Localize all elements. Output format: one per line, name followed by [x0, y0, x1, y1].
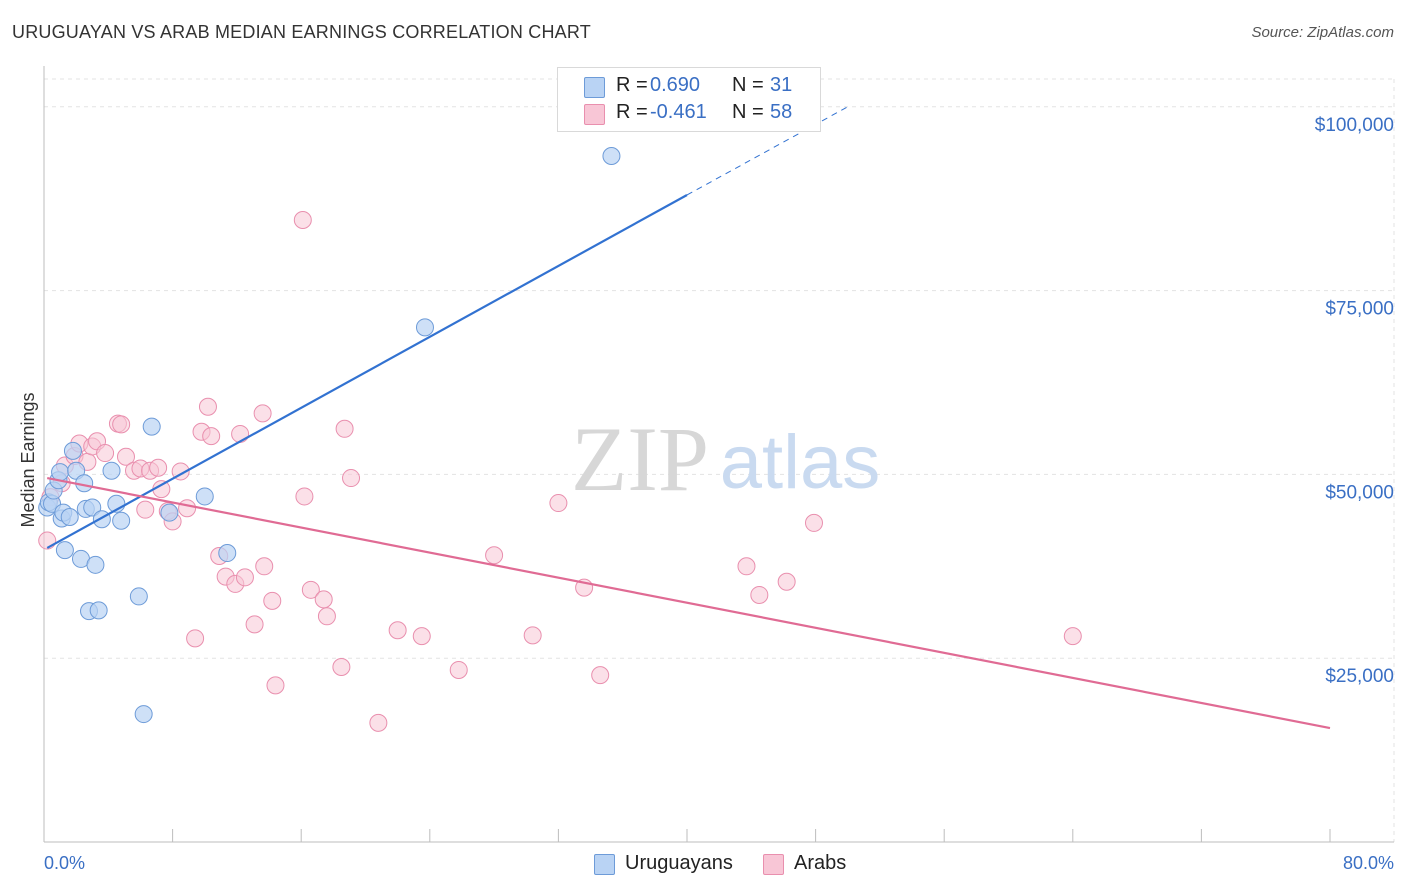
watermark-atlas: atlas: [720, 420, 881, 505]
uruguayans-points: [38, 147, 621, 724]
axes: [43, 66, 1394, 843]
y-tick-label: $50,000: [1325, 482, 1394, 503]
arabs-swatch: [584, 104, 605, 125]
arab-point: [266, 676, 285, 695]
arab-point: [231, 424, 250, 443]
r-label: R =: [616, 101, 648, 123]
n-value: 58: [770, 101, 793, 123]
arab-point: [186, 629, 205, 648]
arab-point: [38, 531, 57, 550]
arab-point: [253, 404, 272, 423]
arab-point: [112, 415, 131, 434]
uruguayan-point: [142, 417, 161, 436]
n-label: N =: [732, 74, 764, 96]
uruguayan-point: [134, 705, 153, 724]
uruguayan-point: [602, 147, 621, 166]
arab-point: [777, 572, 796, 591]
arab-point: [149, 458, 168, 477]
uruguayans-trend-line: [46, 194, 688, 549]
uruguayan-point: [102, 461, 121, 480]
arab-point: [235, 568, 254, 587]
arab-point: [549, 494, 568, 513]
uruguayans-swatch: [584, 77, 605, 98]
arab-point: [804, 513, 823, 532]
arab-point: [485, 546, 504, 565]
arab-point: [317, 607, 336, 626]
arab-point: [335, 419, 354, 438]
uruguayan-point: [89, 601, 108, 620]
arab-point: [342, 469, 361, 488]
y-axis-label: Median Earnings: [18, 392, 38, 527]
arab-point: [449, 660, 468, 679]
arab-point: [202, 427, 221, 446]
arab-point: [388, 621, 407, 640]
uruguayan-point: [160, 503, 179, 522]
uruguayans-trend-extension: [686, 106, 848, 196]
arab-point: [198, 397, 217, 416]
x-tick-label-max: 80.0%: [1343, 853, 1394, 873]
arab-point: [255, 557, 274, 576]
uruguayans-swatch: [594, 854, 615, 875]
arab-point: [96, 444, 115, 463]
n-value: 31: [770, 74, 793, 96]
arab-point: [263, 591, 282, 610]
arab-point: [314, 590, 333, 609]
uruguayan-point: [63, 441, 82, 460]
r-value: -0.461: [650, 101, 707, 123]
uruguayan-point: [51, 463, 70, 482]
legend-label: Arabs: [794, 852, 847, 874]
uruguayan-point: [112, 511, 131, 530]
uruguayan-point: [195, 487, 214, 506]
source-label: Source: ZipAtlas.com: [1251, 24, 1394, 41]
uruguayan-point: [86, 555, 105, 574]
arab-point: [523, 626, 542, 645]
arab-point: [116, 447, 135, 466]
uruguayan-point: [218, 544, 237, 563]
trend-lines: [46, 106, 1331, 730]
arab-point: [332, 658, 351, 677]
y-tick-label: $75,000: [1325, 299, 1394, 320]
n-label: N =: [732, 101, 764, 123]
arab-point: [136, 500, 155, 519]
watermark-zip: ZIP: [571, 408, 709, 510]
arabs-trend-line: [47, 476, 1331, 730]
uruguayan-point: [415, 318, 434, 337]
arab-point: [369, 713, 388, 732]
correlation-legend: R = 0.690 N = 31 R = -0.461 N = 58: [557, 67, 821, 132]
r-value: 0.690: [650, 74, 701, 96]
chart-title: URUGUAYAN VS ARAB MEDIAN EARNINGS CORREL…: [12, 22, 591, 42]
arab-point: [591, 666, 610, 685]
y-tick-labels: $25,000 $50,000 $75,000 $100,000: [1315, 115, 1394, 687]
arab-point: [293, 210, 312, 229]
arab-point: [245, 615, 264, 634]
arab-point: [412, 627, 431, 646]
legend-label: Uruguayans: [625, 852, 733, 874]
arab-point: [301, 580, 320, 599]
uruguayan-point: [83, 498, 102, 517]
arab-point: [295, 487, 314, 506]
uruguayan-point: [129, 587, 148, 606]
arab-point: [750, 585, 769, 604]
y-tick-label: $100,000: [1315, 115, 1394, 136]
uruguayan-point: [55, 541, 74, 560]
arab-point: [178, 499, 197, 518]
r-label: R =: [616, 74, 648, 96]
x-tick-label-min: 0.0%: [44, 853, 85, 873]
y-tick-label: $25,000: [1325, 666, 1394, 687]
watermark: ZIP atlas: [571, 408, 880, 510]
uruguayan-point: [60, 508, 79, 527]
arab-point: [1063, 627, 1082, 646]
arabs-swatch: [763, 854, 784, 875]
arab-point: [737, 557, 756, 576]
arabs-points: [38, 210, 1082, 732]
